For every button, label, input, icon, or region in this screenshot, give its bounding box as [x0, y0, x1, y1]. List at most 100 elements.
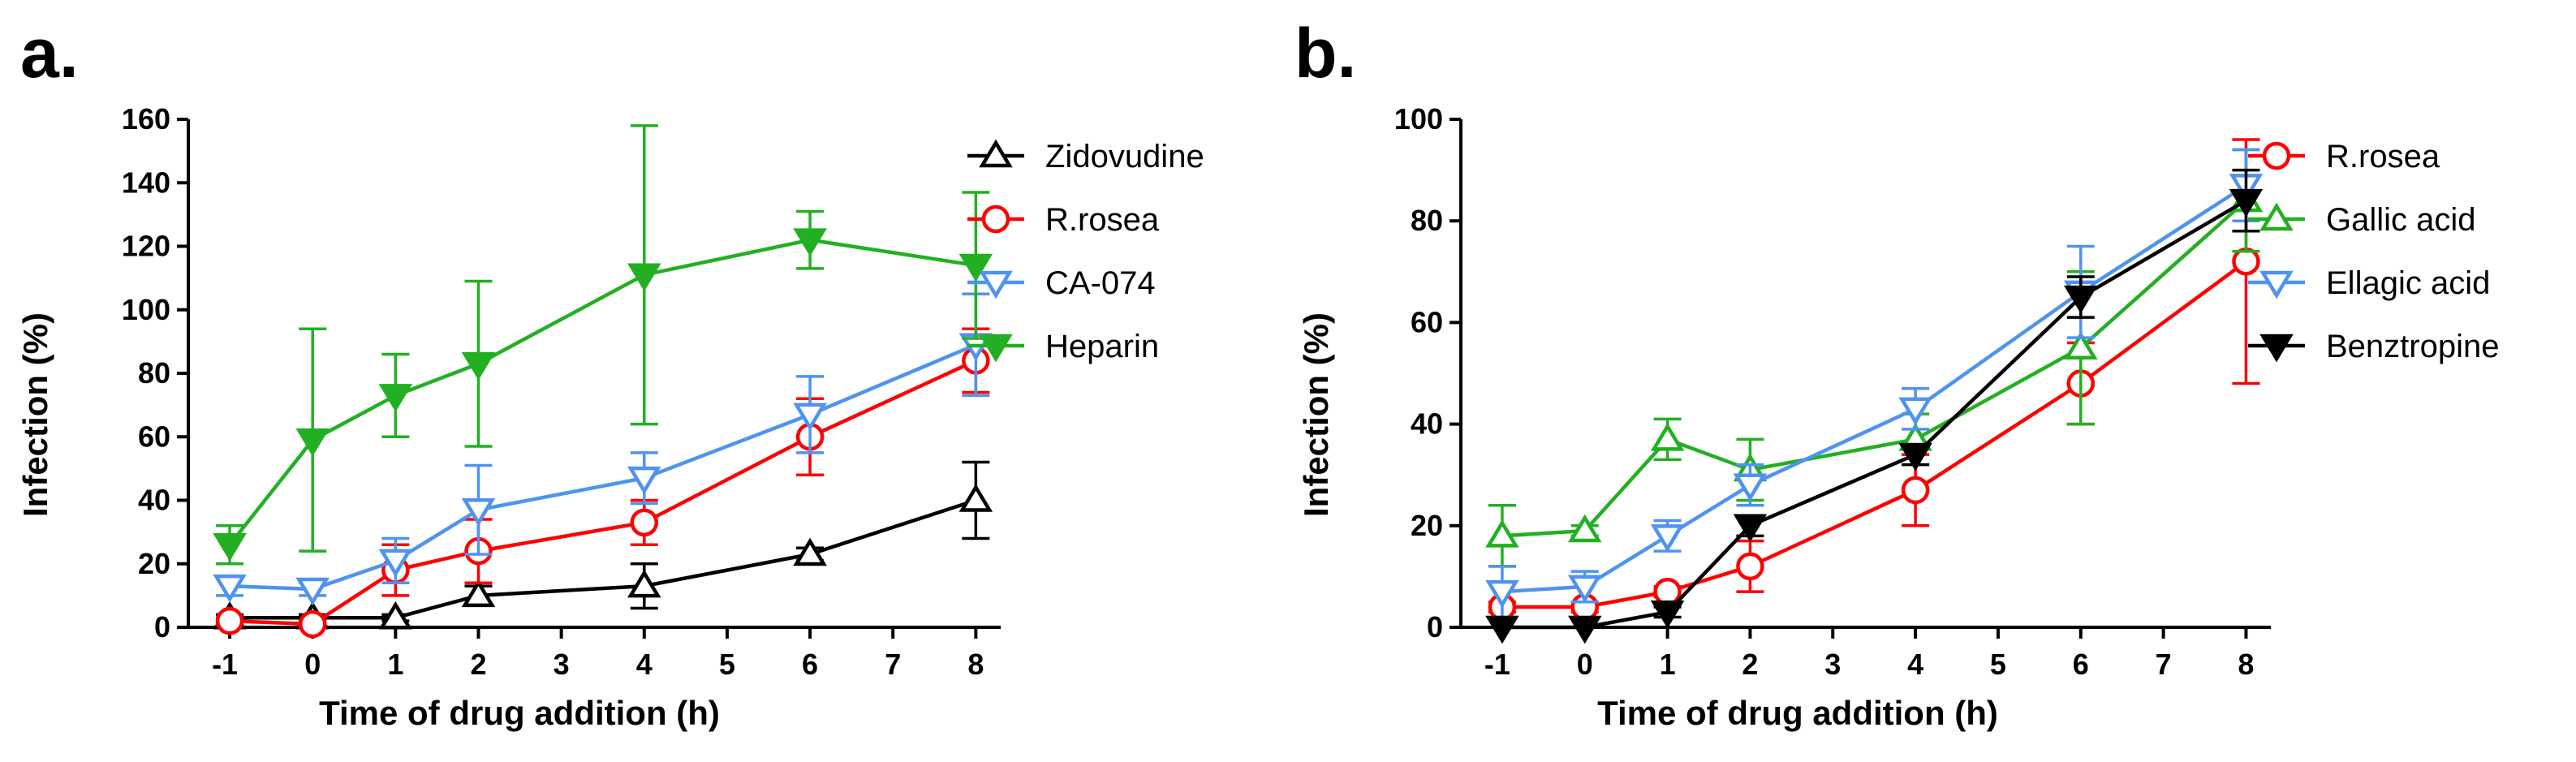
legend-item: R.rosea	[967, 202, 1160, 238]
legend-label: Benztropine	[2326, 329, 2499, 364]
legend-label: Ellagic acid	[2326, 265, 2490, 301]
panel-a-x-tick-label: 6	[802, 648, 818, 681]
series-line	[1501, 199, 2247, 630]
panel-b-series-gallic-acid	[1485, 148, 2264, 568]
panel-b-y-tick-label: 0	[1427, 610, 1443, 644]
data-point	[1485, 519, 1519, 548]
legend-item: Heparin	[967, 329, 1159, 364]
panel-b-series-r-rosea	[1488, 138, 2260, 622]
data-point	[1567, 615, 1602, 644]
legend-marker	[2259, 334, 2294, 363]
panel-a-x-tick-label: 5	[719, 648, 735, 681]
data-point	[378, 601, 413, 630]
panel-a-y-tick-label: 40	[138, 484, 170, 517]
panel-a-ylabel: Infection (%)	[16, 312, 54, 517]
data-point	[378, 549, 413, 578]
panel-b-x-tick-label: 4	[1907, 648, 1923, 681]
panel-a-y-tick-label: 120	[122, 230, 170, 263]
legend-item: Benztropine	[2248, 329, 2499, 364]
legend-item: CA-074	[967, 265, 1156, 301]
legend-item: Ellagic acid	[2248, 265, 2490, 301]
panel-a-xlabel: Time of drug addition (h)	[319, 694, 720, 732]
data-point	[627, 569, 661, 598]
data-point	[1653, 577, 1682, 606]
series-line	[1501, 199, 2247, 538]
panel-b-x-tick-label: -1	[1484, 648, 1510, 681]
panel-a-x-tick-label: 7	[885, 648, 901, 681]
panel-b-axes: 0 20 40 60 80 100 -1 0 1 2 3 4 5 6 7 8	[1394, 102, 2271, 681]
panel-a-y-tick-label: 60	[138, 420, 170, 453]
panel-a-series	[213, 124, 993, 639]
panel-a-y-tick-label: 100	[122, 293, 170, 326]
panel-b-y-tick-label: 40	[1411, 407, 1443, 441]
panel-a-x-tick-label: 3	[554, 648, 570, 681]
legend-label: CA-074	[1045, 265, 1156, 301]
panel-b-label: b.	[1294, 15, 1356, 93]
legend-label: R.rosea	[1045, 202, 1160, 238]
series-line	[229, 342, 977, 592]
panel-a-y-tick-label: 80	[138, 356, 170, 390]
panel-a-series-heparin	[213, 124, 993, 566]
panel-b-series-benztropine	[1485, 168, 2264, 644]
panel-a-legend: Zidovudine R.rosea CA-074 Heparin	[967, 139, 1204, 364]
data-point	[630, 508, 659, 537]
panel-a-y-tick-label: 160	[122, 102, 170, 136]
data-point	[295, 428, 330, 457]
legend-marker	[2259, 202, 2294, 231]
panel-b-x-tick-label: 6	[2073, 648, 2089, 681]
data-point	[627, 263, 661, 292]
panel-b-x-tick-label: 8	[2238, 648, 2254, 681]
legend-marker	[979, 270, 1013, 299]
data-point	[958, 253, 993, 282]
data-point	[1650, 600, 1685, 629]
data-point	[958, 484, 993, 512]
panel-a-axes: 0 20 40 60 80 100 120 140 160 -1 0 1 2 3 4 5 6 7 8	[122, 102, 1001, 681]
data-point	[2232, 248, 2260, 276]
panel-b-x-tick-label: 1	[1660, 648, 1676, 681]
panel-b-series	[1485, 138, 2264, 644]
legend-item: R.rosea	[2248, 139, 2440, 174]
panel-b-x-tick-label: 0	[1577, 648, 1593, 681]
series-line	[1501, 183, 2247, 594]
data-point	[1733, 514, 1768, 543]
data-point	[1650, 423, 1685, 451]
legend-label: Gallic acid	[2326, 202, 2476, 238]
panel-b-x-tick-label: 2	[1742, 648, 1758, 681]
panel-b-x-tick-label: 3	[1824, 648, 1841, 681]
data-point	[1733, 473, 1768, 502]
series-line	[230, 498, 977, 620]
data-point	[1736, 552, 1764, 581]
data-point	[378, 384, 413, 412]
legend-marker	[2262, 141, 2291, 170]
data-point	[295, 577, 330, 606]
panel-a-x-tick-label: 4	[636, 648, 653, 681]
data-point	[2229, 188, 2264, 217]
panel-a-x-tick-label: 1	[387, 648, 403, 681]
data-point	[1898, 397, 1932, 426]
panel-b-ylabel: Infection (%)	[1297, 312, 1335, 517]
legend-item: Zidovudine	[967, 139, 1204, 174]
series-line	[229, 359, 977, 626]
legend-marker	[979, 334, 1013, 363]
data-point	[461, 579, 496, 608]
panel-b-x-tick-label: 5	[1990, 648, 2006, 681]
data-point	[1901, 476, 1930, 505]
data-point	[2064, 331, 2098, 359]
legend-marker	[981, 204, 1010, 234]
panel-a-x-tick-label: 2	[470, 648, 486, 681]
data-point	[1485, 615, 1519, 644]
data-point	[1567, 514, 1602, 543]
data-point	[793, 228, 827, 257]
panel-b-legend: R.rosea Gallic acid Ellagic acid Benztropin…	[2248, 139, 2499, 364]
data-point	[461, 497, 496, 527]
panel-a-x-tick-label: 0	[304, 648, 321, 681]
data-point	[793, 403, 827, 432]
data-point	[215, 606, 244, 635]
panel-b-x-tick-label: 7	[2156, 648, 2172, 681]
panel-a: a. Infection (%) Time of drug addition (…	[16, 15, 1204, 732]
data-point	[793, 537, 827, 566]
legend-label: R.rosea	[2326, 139, 2440, 174]
panel-a-y-tick-label: 20	[138, 547, 170, 580]
data-point	[298, 609, 327, 639]
